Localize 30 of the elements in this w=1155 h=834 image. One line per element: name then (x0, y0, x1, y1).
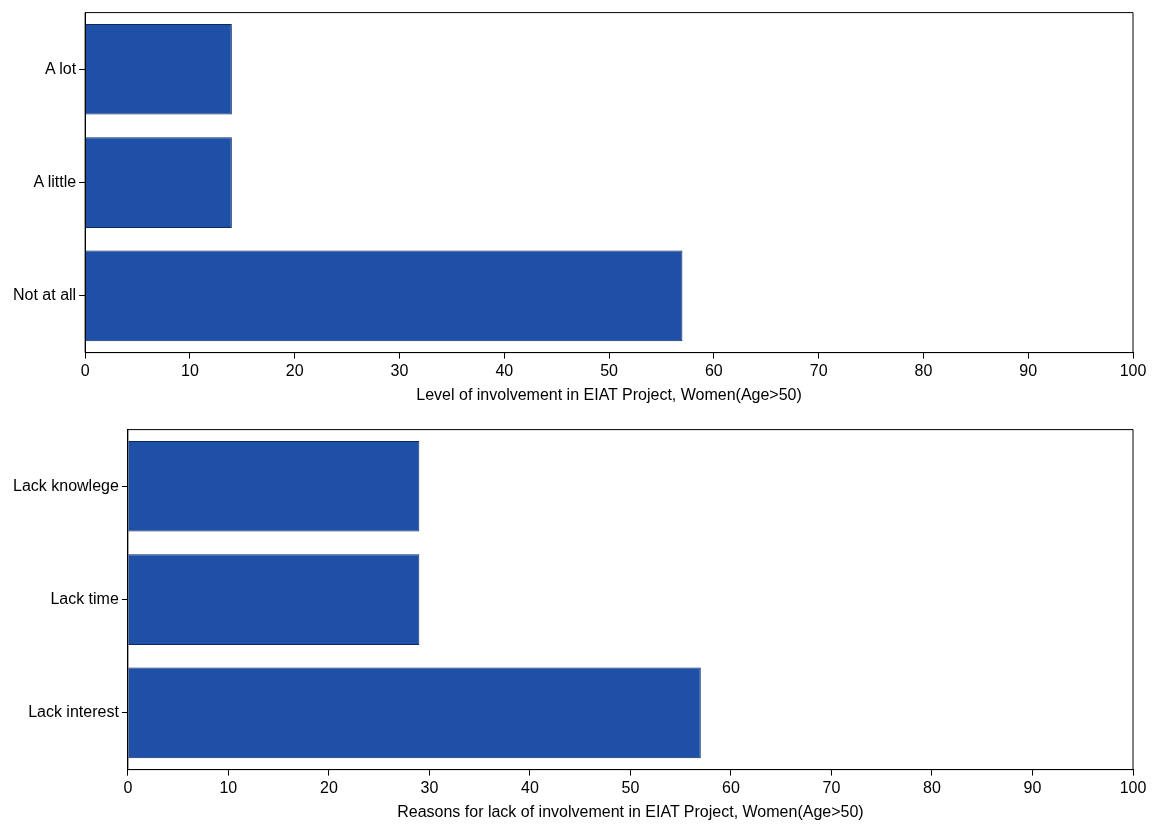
y-tick-label: A lot (45, 59, 77, 77)
x-tick-label: 90 (1019, 361, 1038, 379)
x-tick-label: 10 (181, 361, 199, 379)
x-tick-label: 100 (1119, 778, 1147, 796)
x-tick-label: 80 (923, 778, 941, 796)
x-tick-label: 30 (420, 778, 439, 796)
x-axis-title: Reasons for lack of involvement in EIAT Project, Women(Age>50) (397, 802, 864, 820)
x-tick-label: 100 (1119, 361, 1147, 379)
x-tick-label: 20 (319, 778, 338, 796)
y-tick-label: Not at all (13, 286, 77, 304)
x-tick-label: 0 (80, 361, 90, 379)
y-tick-label: Lack interest (28, 703, 120, 721)
x-tick-label: 70 (822, 778, 841, 796)
x-tick-label: 0 (123, 778, 133, 796)
x-tick-label: 80 (914, 361, 933, 379)
x-tick-label: 30 (390, 361, 409, 379)
x-tick-label: 10 (219, 778, 238, 796)
x-tick-label: 60 (704, 361, 723, 379)
y-tick-label: A little (33, 173, 77, 191)
x-axis-title: Level of involvement in EIAT Project, Women(Age>50) (416, 385, 802, 403)
y-tick-label: Lack knowlege (13, 476, 119, 494)
y-tick-label: Lack time (50, 590, 119, 608)
x-tick-label: 90 (1023, 778, 1042, 796)
x-tick-label: 40 (521, 778, 539, 796)
x-tick-label: 50 (600, 361, 619, 379)
x-tick-label: 60 (722, 778, 740, 796)
x-tick-label: 20 (285, 361, 304, 379)
x-tick-label: 40 (495, 361, 514, 379)
x-tick-label: 70 (809, 361, 828, 379)
x-tick-label: 50 (621, 778, 640, 796)
